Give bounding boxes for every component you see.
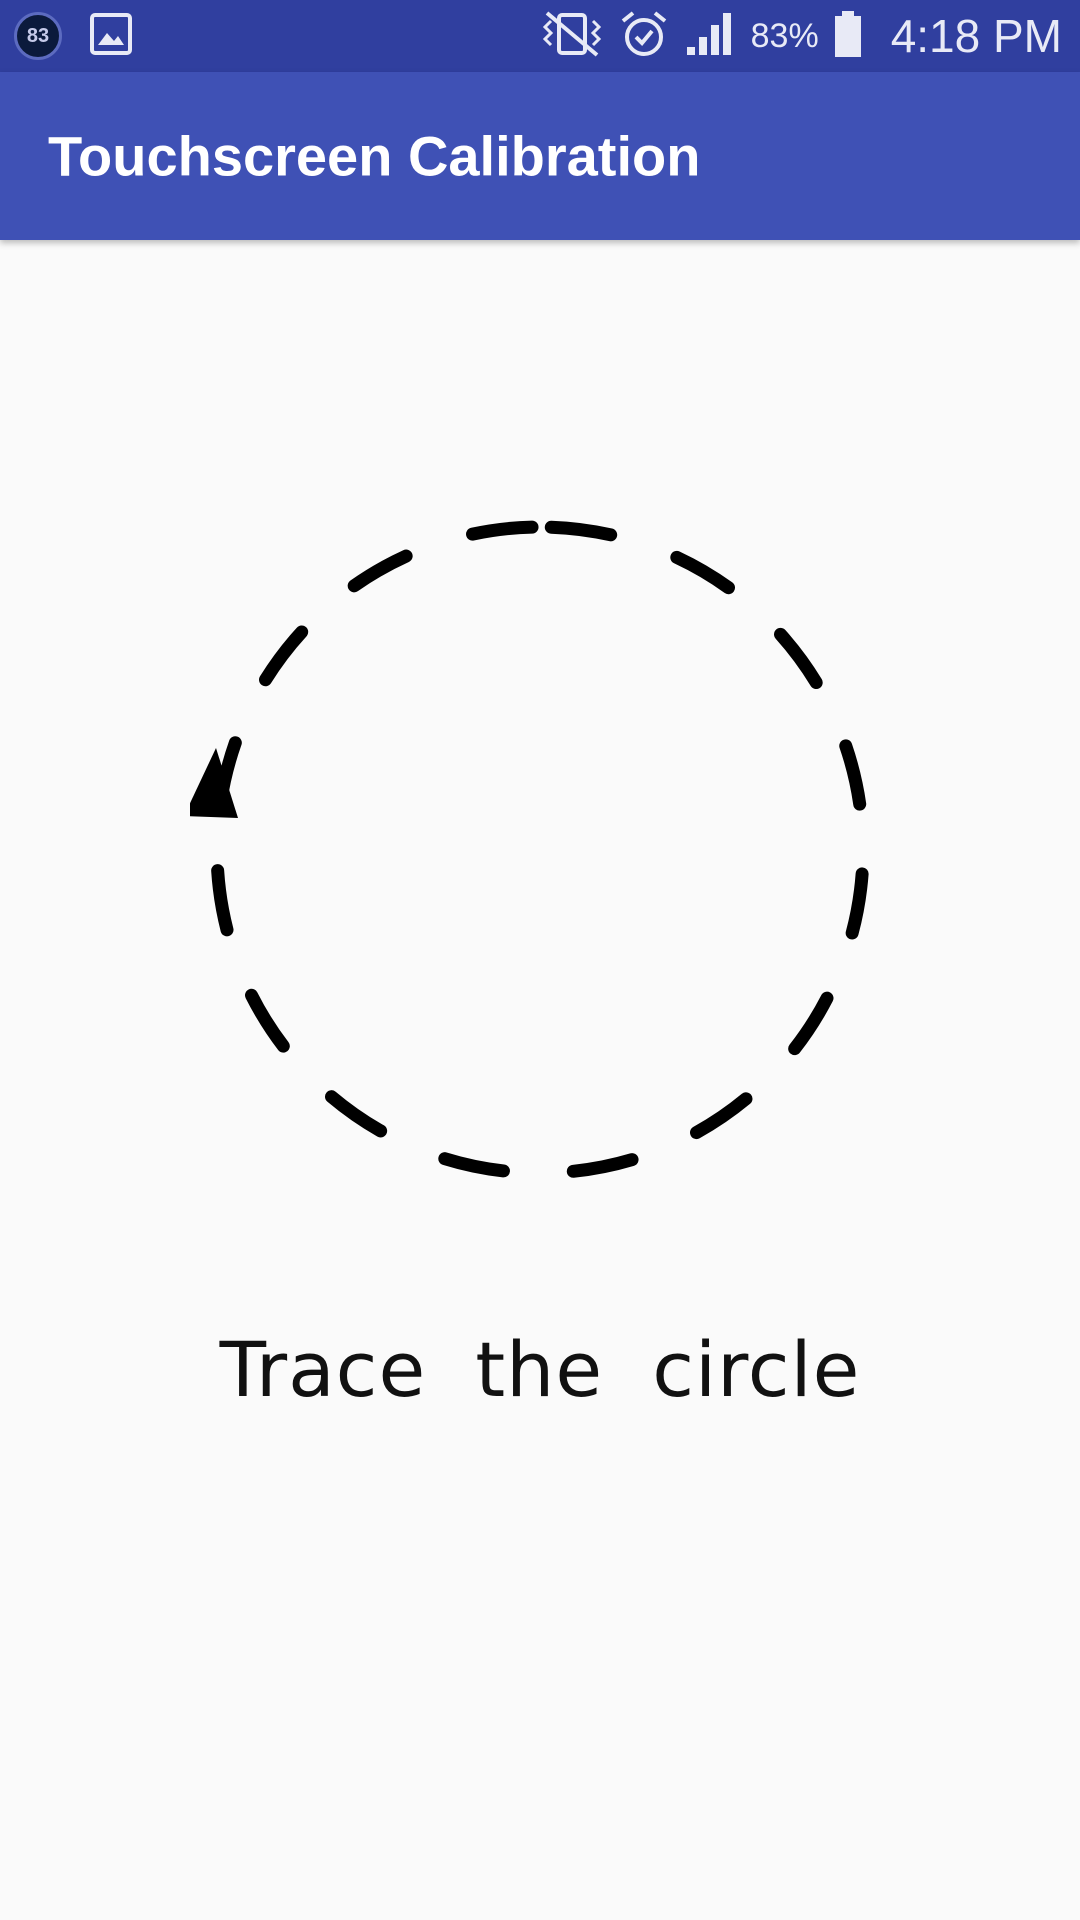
signal-icon [683,9,737,64]
gallery-icon [90,12,132,60]
calibration-content: Trace the circle [0,240,1080,1920]
instruction-text: Trace the circle [219,1325,861,1414]
clock: 4:18 PM [890,10,1062,62]
counterclockwise-arrow-icon [184,748,238,818]
battery-icon [833,9,863,64]
battery-percent: 83% [750,16,819,55]
status-bar: 83 [0,0,1080,72]
status-bar-right: 83% 4:18 PM [539,0,1062,72]
app-bar: Touchscreen Calibration [0,72,1080,240]
notification-badge: 83 [14,12,62,60]
status-bar-left: 83 [14,10,132,62]
trace-circle-target[interactable] [184,500,890,1200]
alarm-icon [619,9,669,64]
page-title: Touchscreen Calibration [48,124,701,188]
vibrate-icon [539,9,605,64]
dashed-circle-icon [210,520,870,1180]
